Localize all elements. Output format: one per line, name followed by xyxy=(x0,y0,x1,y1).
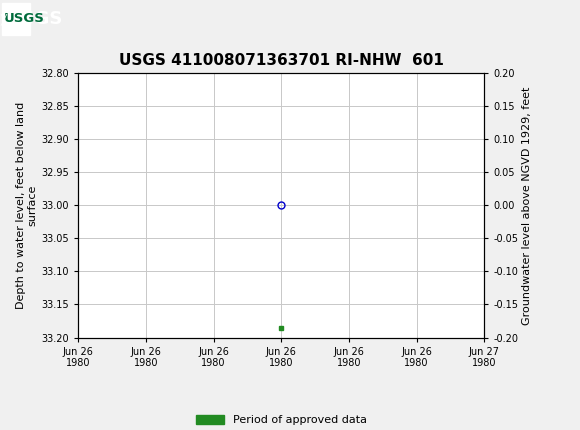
Text: USGS: USGS xyxy=(4,12,45,25)
Text: ╳: ╳ xyxy=(1,13,6,25)
Y-axis label: Depth to water level, feet below land
surface: Depth to water level, feet below land su… xyxy=(16,102,37,309)
Legend: Period of approved data: Period of approved data xyxy=(191,411,371,430)
Y-axis label: Groundwater level above NGVD 1929, feet: Groundwater level above NGVD 1929, feet xyxy=(523,86,532,325)
Text: USGS: USGS xyxy=(7,10,62,28)
Title: USGS 411008071363701 RI-NHW  601: USGS 411008071363701 RI-NHW 601 xyxy=(119,53,444,68)
Bar xyxy=(2,3,30,35)
